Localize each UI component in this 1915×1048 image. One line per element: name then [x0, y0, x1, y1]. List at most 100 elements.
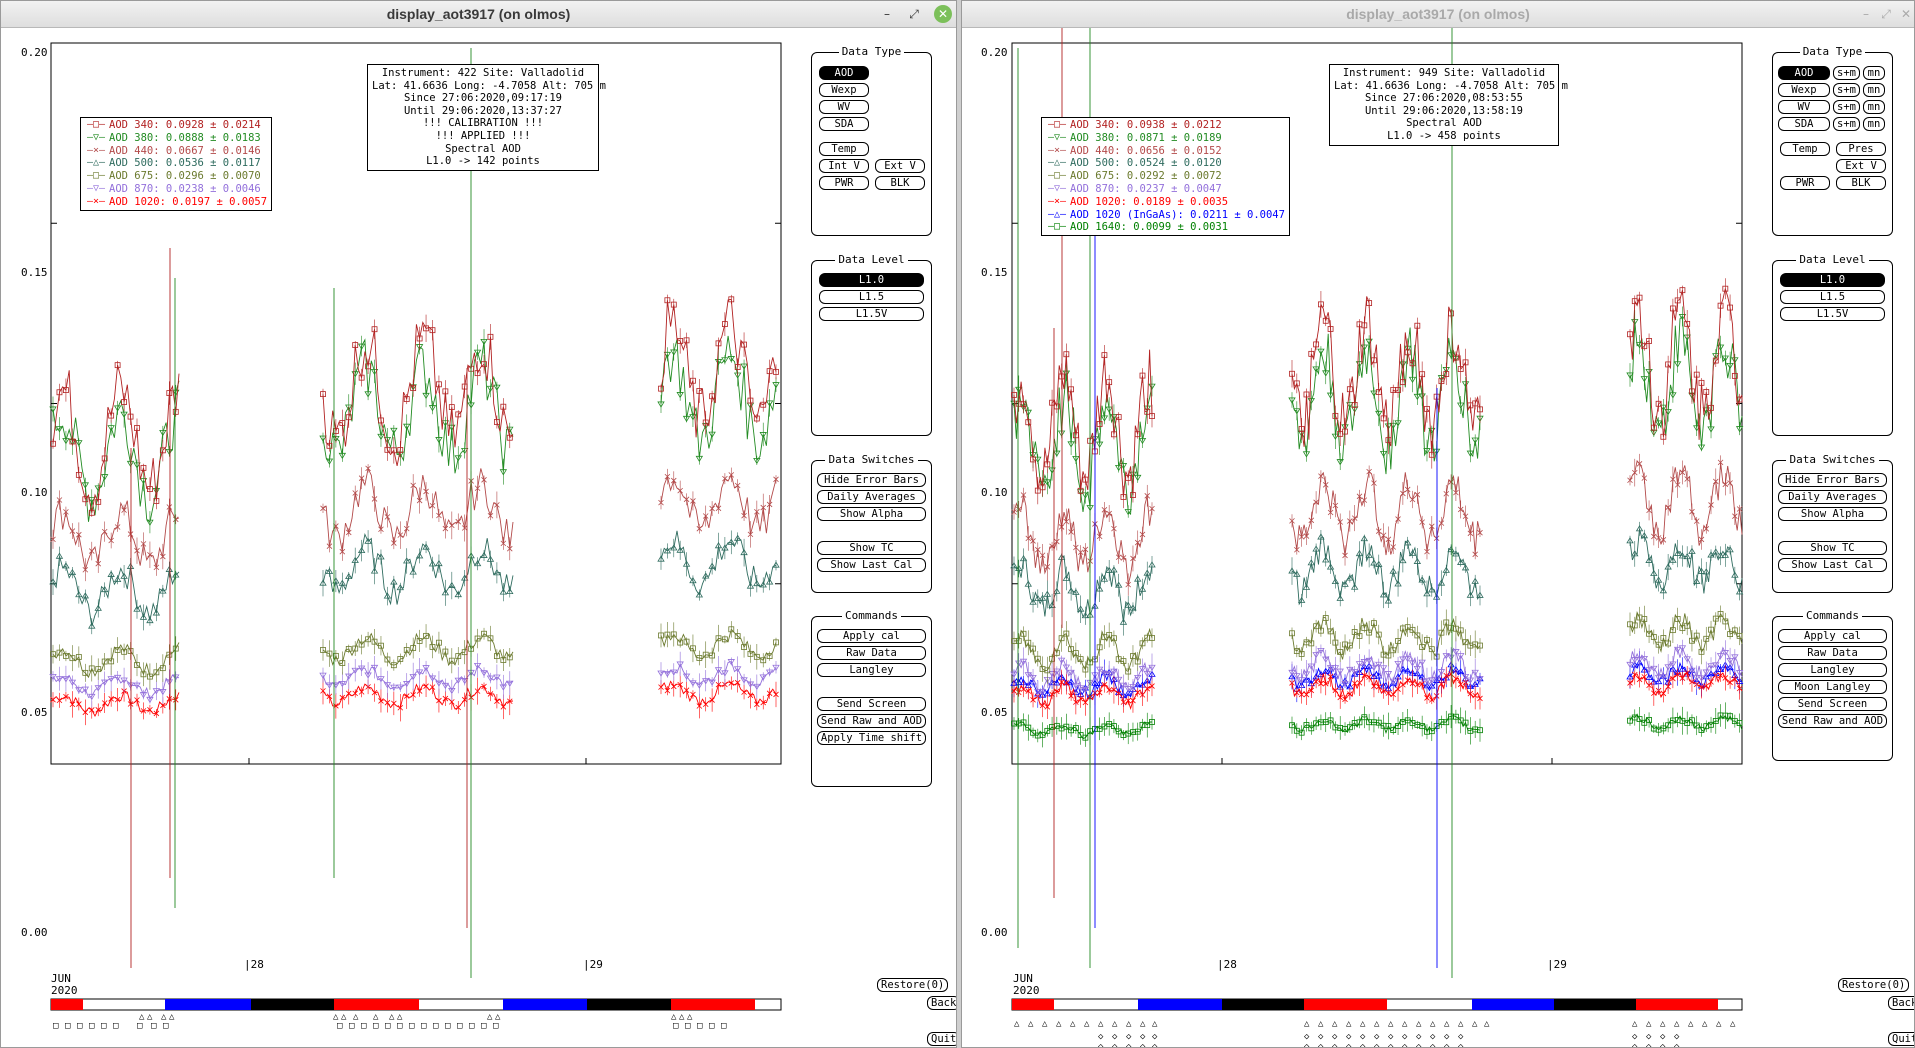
temp-button[interactable]: Temp	[819, 142, 869, 156]
back-button[interactable]: Back	[1888, 996, 1914, 1010]
data-point	[1394, 580, 1402, 587]
quit-button[interactable]: Quit	[1888, 1032, 1914, 1046]
aod-button[interactable]: AOD	[819, 66, 869, 80]
data-point	[365, 465, 371, 472]
wexp-button[interactable]: Wexp	[1778, 83, 1830, 97]
temp-button[interactable]: Temp	[1780, 142, 1830, 156]
show-tc-button[interactable]: Show TC	[1778, 541, 1887, 555]
data-point	[370, 664, 379, 672]
sda-sm-button[interactable]: s+m	[1833, 117, 1860, 131]
show-alpha-button[interactable]: Show Alpha	[817, 507, 926, 521]
send-raw-and-aod-button[interactable]: Send Raw and AOD	[1778, 714, 1887, 728]
send-screen-button[interactable]: Send Screen	[817, 697, 926, 711]
restore-button[interactable]: Restore(0)	[877, 978, 949, 992]
wexp-button[interactable]: Wexp	[819, 83, 869, 97]
data-point	[82, 709, 89, 716]
ext-v-button[interactable]: Ext V	[875, 159, 925, 173]
ytick: 0.10	[21, 486, 48, 499]
apply-cal-button[interactable]: Apply cal	[817, 629, 926, 643]
level-l15-button[interactable]: L1.5	[819, 290, 924, 304]
data-point	[728, 296, 735, 303]
legend-entry: —▽— AOD 380 : 0.0888 ± 0.0183	[85, 132, 267, 145]
close-icon[interactable]: ✕	[934, 5, 952, 23]
pwr-button[interactable]: PWR	[1780, 176, 1830, 190]
aod-mn-button[interactable]: mn	[1863, 66, 1885, 80]
data-point	[88, 548, 95, 554]
maximize-icon[interactable]: ⤢	[909, 7, 919, 21]
aod-plot[interactable]: □ □ □ □ □ □ □ □ □ □ □ □ □ □ □ □ □ □ □ □ □ □ □ □ □ □ □ □△ △ △ △ △ △ △ △ △ △ △ △…	[1, 28, 957, 1048]
moon-langley-button[interactable]: Moon Langley	[1778, 680, 1887, 694]
data-point	[1678, 665, 1687, 672]
data-point	[1332, 502, 1339, 509]
langley-button[interactable]: Langley	[1778, 663, 1887, 677]
series-line	[1629, 315, 1743, 448]
data-point	[1015, 564, 1023, 571]
maximize-icon[interactable]: ⤢	[1881, 7, 1891, 21]
data-point	[1437, 669, 1446, 676]
ext-v-button[interactable]: Ext V	[1836, 159, 1886, 173]
show-last-cal-button[interactable]: Show Last Cal	[817, 558, 926, 572]
wexp-mn-button[interactable]: mn	[1863, 83, 1885, 97]
wv-sm-button[interactable]: s+m	[1833, 100, 1860, 114]
send-screen-button[interactable]: Send Screen	[1778, 697, 1887, 711]
int-v-button[interactable]: Int V	[819, 159, 869, 173]
data-point	[410, 385, 417, 392]
level-l10-button[interactable]: L1.0	[819, 273, 924, 287]
data-point	[100, 585, 109, 593]
data-point	[1645, 673, 1653, 681]
wv-button[interactable]: WV	[1778, 100, 1830, 114]
minimize-icon[interactable]: –	[884, 7, 890, 21]
legend-marker-icon: —×—	[86, 195, 106, 207]
quit-button[interactable]: Quit	[927, 1032, 956, 1046]
sda-button[interactable]: SDA	[1778, 117, 1830, 131]
data-point	[320, 391, 326, 398]
aod-button[interactable]: AOD	[1778, 66, 1830, 80]
legend-entry: —×— AOD 1020 : 0.0197 ± 0.0057	[85, 196, 267, 209]
show-last-cal-button[interactable]: Show Last Cal	[1778, 558, 1887, 572]
legend-label: AOD 340	[109, 119, 154, 131]
minimize-icon[interactable]: –	[1863, 7, 1869, 21]
data-point	[1039, 484, 1046, 491]
wv-button[interactable]: WV	[819, 100, 869, 114]
level-l15v-button[interactable]: L1.5V	[1780, 307, 1885, 321]
show-tc-button[interactable]: Show TC	[817, 541, 926, 555]
back-button[interactable]: Back	[927, 996, 956, 1010]
blk-button[interactable]: BLK	[875, 176, 925, 190]
raw-data-button[interactable]: Raw Data	[1778, 646, 1887, 660]
langley-button[interactable]: Langley	[817, 663, 926, 677]
level-l15-button[interactable]: L1.5	[1780, 290, 1885, 304]
raw-data-button[interactable]: Raw Data	[817, 646, 926, 660]
data-point	[416, 335, 423, 342]
data-point	[325, 458, 334, 465]
apply-time-shift-button[interactable]: Apply Time shift	[817, 731, 926, 745]
wexp-sm-button[interactable]: s+m	[1833, 83, 1860, 97]
level-l15v-button[interactable]: L1.5V	[819, 307, 924, 321]
hide-error-bars-button[interactable]: Hide Error Bars	[817, 473, 926, 487]
data-point	[326, 543, 333, 549]
wv-mn-button[interactable]: mn	[1863, 100, 1885, 114]
sda-button[interactable]: SDA	[819, 117, 869, 131]
show-alpha-button[interactable]: Show Alpha	[1778, 507, 1887, 521]
data-point	[455, 704, 462, 711]
pwr-button[interactable]: PWR	[819, 176, 869, 190]
data-point	[69, 438, 76, 445]
event-marker-icon: □	[397, 1021, 403, 1031]
event-marker-icon: △	[139, 1012, 145, 1022]
restore-button[interactable]: Restore(0)	[1838, 978, 1910, 992]
daily-averages-button[interactable]: Daily Averages	[1778, 490, 1887, 504]
level-l10-button[interactable]: L1.0	[1780, 273, 1885, 287]
blk-button[interactable]: BLK	[1836, 176, 1886, 190]
pres-button[interactable]: Pres	[1836, 142, 1886, 156]
hide-error-bars-button[interactable]: Hide Error Bars	[1778, 473, 1887, 487]
aod-sm-button[interactable]: s+m	[1833, 66, 1860, 80]
sda-mn-button[interactable]: mn	[1863, 117, 1885, 131]
send-raw-and-aod-button[interactable]: Send Raw and AOD	[817, 714, 926, 728]
daily-averages-button[interactable]: Daily Averages	[817, 490, 926, 504]
data-point	[1361, 497, 1368, 503]
data-point	[1665, 504, 1671, 511]
close-icon[interactable]: ✕	[1900, 7, 1912, 21]
apply-cal-button[interactable]: Apply cal	[1778, 629, 1887, 643]
aod-plot[interactable]: △ △ △ △ △ △ △ △ △ △ △ △ △ △ △ △ △ △ △ △ △ △ △ △ △ △ △ △ △ △ △ △ △◇ ◇ ◇ ◇ ◇ ◇ ◇…	[962, 28, 1915, 1048]
data-point	[493, 653, 500, 660]
event-marker-icon: □	[409, 1021, 415, 1031]
